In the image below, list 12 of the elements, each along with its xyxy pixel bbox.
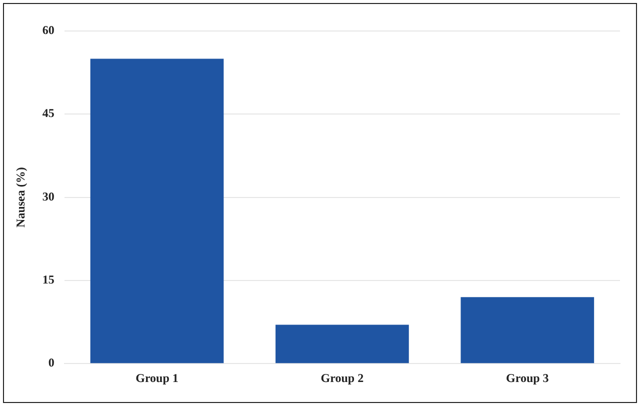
x-tick-label: Group 3: [506, 370, 549, 385]
bar: [460, 297, 594, 364]
x-tick-label: Group 2: [320, 370, 364, 385]
bar: [276, 324, 409, 364]
y-tick-label: 30: [42, 189, 54, 204]
y-tick-label: 60: [42, 23, 54, 38]
y-tick-label: 45: [42, 106, 54, 120]
y-tick-label: 15: [42, 272, 54, 287]
bar: [90, 58, 224, 364]
x-tick-label: Group 1: [136, 370, 178, 385]
y-axis-title: Nausea (%): [13, 167, 28, 228]
y-tick-label: 0: [48, 356, 54, 370]
